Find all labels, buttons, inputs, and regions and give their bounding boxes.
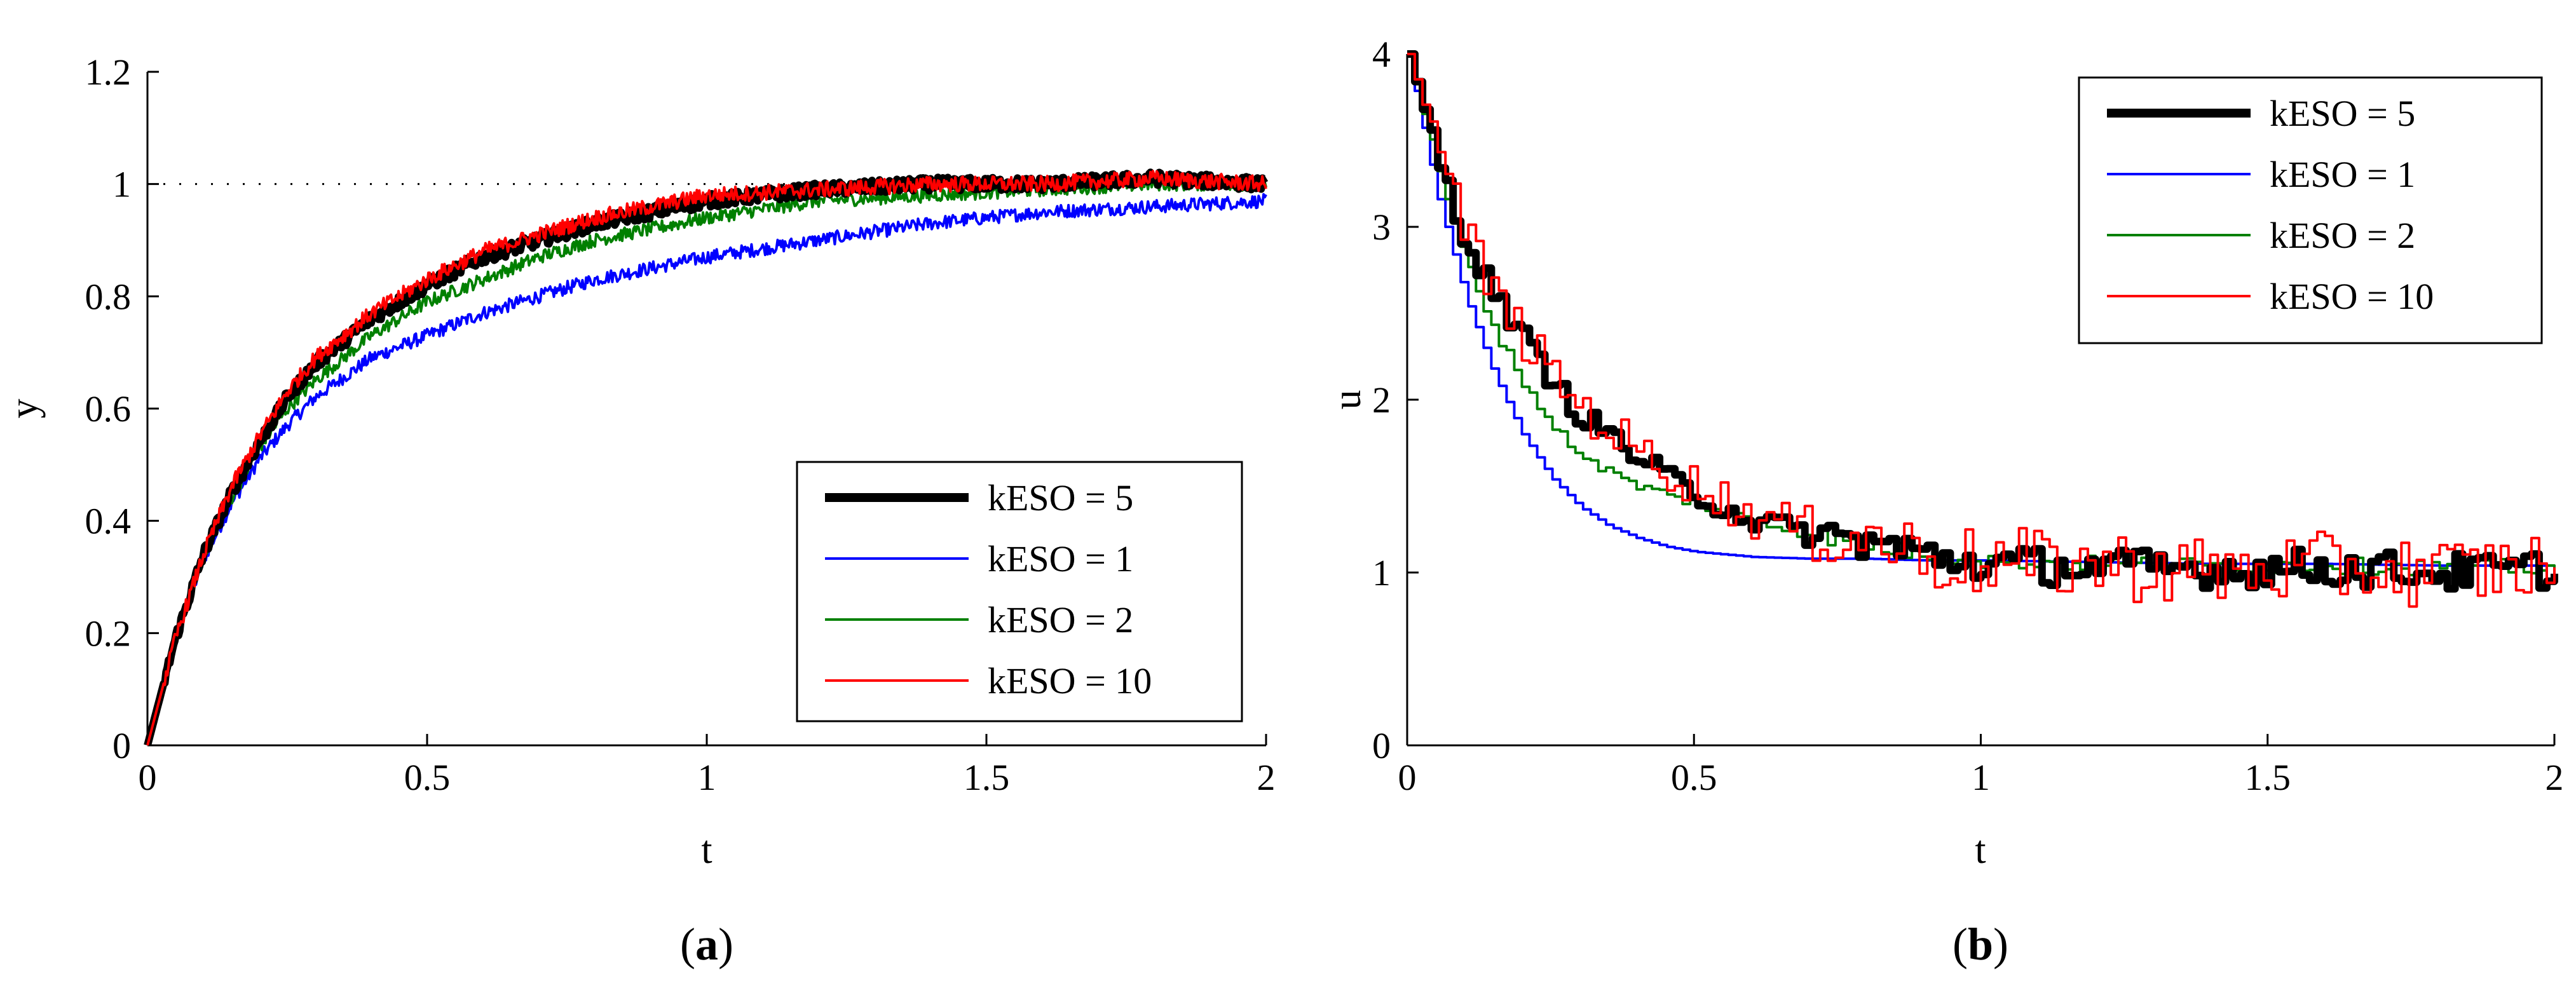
legend-label: kESO = 5 [988, 477, 1133, 519]
y-tick-label: 0 [112, 725, 131, 766]
series-line-keso-10 [1407, 53, 2556, 608]
series-line-keso-10 [146, 170, 1267, 746]
panel-label: (a) [680, 919, 733, 970]
legend-label: kESO = 10 [988, 660, 1152, 702]
x-tick-label: 2 [1257, 757, 1276, 798]
y-tick-label: 1 [1372, 552, 1391, 593]
legend-label: kESO = 2 [2270, 215, 2415, 256]
y-tick-label: 0 [1372, 725, 1391, 766]
x-tick-label: 0.5 [1671, 757, 1717, 798]
x-tick-label: 2 [2545, 757, 2564, 798]
x-tick-label: 1 [1972, 757, 1990, 798]
legend-label: kESO = 1 [2270, 154, 2415, 195]
legend-label: kESO = 5 [2270, 93, 2415, 134]
panel-label: (b) [1952, 919, 2008, 970]
y-tick-label: 3 [1372, 207, 1391, 248]
legend-box [2078, 76, 2543, 344]
y-axis-label: u [1326, 390, 1369, 410]
x-axis-label: t [1975, 829, 1986, 872]
x-tick-label: 1.5 [964, 757, 1010, 798]
y-tick-label: 0.8 [85, 276, 132, 317]
series-line-keso-1 [146, 193, 1267, 746]
chart-panel-b: 0 0.5 1 1.5 2 0 1 2 3 4 t u kESO = 5 kESO = 1 kESO = 2… [1326, 34, 2564, 970]
x-tick-label: 0.5 [404, 757, 451, 798]
y-tick-label: 0.2 [85, 613, 132, 654]
x-tick-label: 1.5 [2245, 757, 2291, 798]
y-tick-label: 0.6 [85, 388, 132, 430]
legend-label: kESO = 1 [988, 538, 1133, 580]
legend-box [796, 461, 1243, 722]
x-tick-label: 0 [139, 757, 157, 798]
y-tick-label: 2 [1372, 379, 1391, 421]
y-tick-label: 1.2 [85, 51, 132, 93]
x-axis-label: t [701, 829, 712, 872]
y-tick-label: 4 [1372, 34, 1391, 75]
legend-label: kESO = 10 [2270, 276, 2434, 317]
y-tick-label: 0.4 [85, 501, 132, 542]
x-tick-label: 0 [1398, 757, 1417, 798]
y-tick-label: 1 [112, 164, 131, 205]
x-tick-label: 1 [698, 757, 716, 798]
legend-label: kESO = 2 [988, 599, 1133, 641]
chart-panel-a: 0 0.5 1 1.5 2 0 0.2 0.4 0.6 0.8 1 1.2 t y kESO = 5 kESO… [3, 51, 1276, 970]
y-axis-label: y [3, 399, 46, 419]
